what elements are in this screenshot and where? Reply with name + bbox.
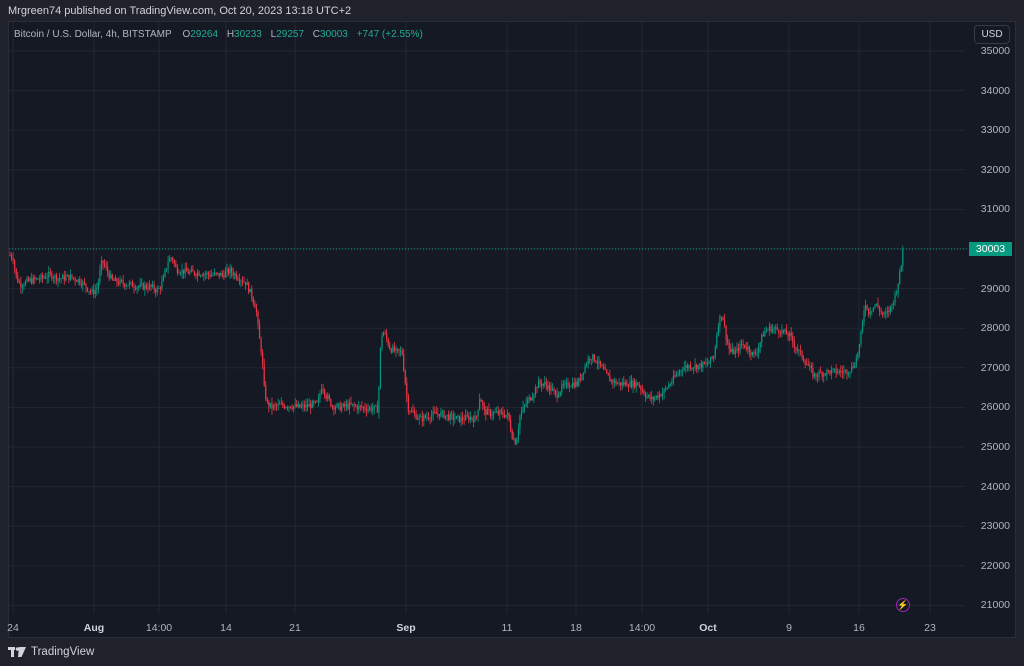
time-tick-label: Oct	[699, 622, 717, 634]
change-value: +747 (+2.55%)	[356, 29, 423, 40]
time-tick-label: 14:00	[145, 622, 173, 634]
price-tick-label: 32000	[980, 163, 1010, 176]
time-tick-label: 9	[786, 622, 792, 634]
brand-name: TradingView	[31, 646, 95, 658]
price-tick-label: 23000	[980, 520, 1010, 533]
time-tick-label: 18	[570, 622, 582, 634]
price-tick-label: 31000	[980, 203, 1010, 216]
last-price-badge: 30003	[969, 242, 1012, 256]
time-tick-label: Sep	[396, 622, 416, 634]
low-value: 29257	[276, 29, 305, 40]
lightning-icon[interactable]: ⚡	[896, 598, 910, 612]
publish-line: Mrgreen74 published on TradingView.com, …	[8, 5, 352, 17]
price-tick-label: 26000	[980, 401, 1010, 414]
time-tick-label: 21	[289, 622, 301, 634]
price-tick-label: 33000	[980, 124, 1010, 137]
time-tick-label: 14:00	[628, 622, 656, 634]
high-value: 30233	[234, 29, 262, 40]
time-tick-label: 23	[924, 622, 936, 634]
price-tick-label: 25000	[980, 441, 1010, 453]
chart-frame[interactable]	[8, 21, 1016, 638]
currency-button[interactable]: USD	[974, 25, 1010, 44]
time-tick-label: Aug	[83, 622, 105, 634]
price-tick-label: 28000	[980, 322, 1010, 335]
time-tick-label: 11	[501, 622, 513, 634]
price-tick-label: 29000	[980, 282, 1010, 295]
chart-legend: Bitcoin / U.S. Dollar, 4h, BITSTAMP O292…	[14, 29, 423, 40]
price-tick-label: 35000	[980, 45, 1010, 57]
time-tick-label: 24	[7, 622, 19, 634]
tradingview-logo-icon	[8, 647, 26, 657]
price-tick-label: 24000	[980, 480, 1010, 493]
price-tick-label: 22000	[980, 559, 1010, 572]
time-tick-label: 16	[853, 622, 865, 634]
price-tick-label: 34000	[980, 84, 1010, 97]
price-tick-label: 21000	[980, 599, 1010, 612]
close-value: 30003	[320, 29, 348, 40]
time-tick-label: 14	[220, 622, 232, 634]
symbol-title[interactable]: Bitcoin / U.S. Dollar, 4h, BITSTAMP	[14, 29, 172, 40]
price-tick-label: 27000	[980, 361, 1010, 374]
tradingview-logo[interactable]: TradingView	[8, 646, 94, 658]
open-value: 29264	[190, 29, 219, 40]
